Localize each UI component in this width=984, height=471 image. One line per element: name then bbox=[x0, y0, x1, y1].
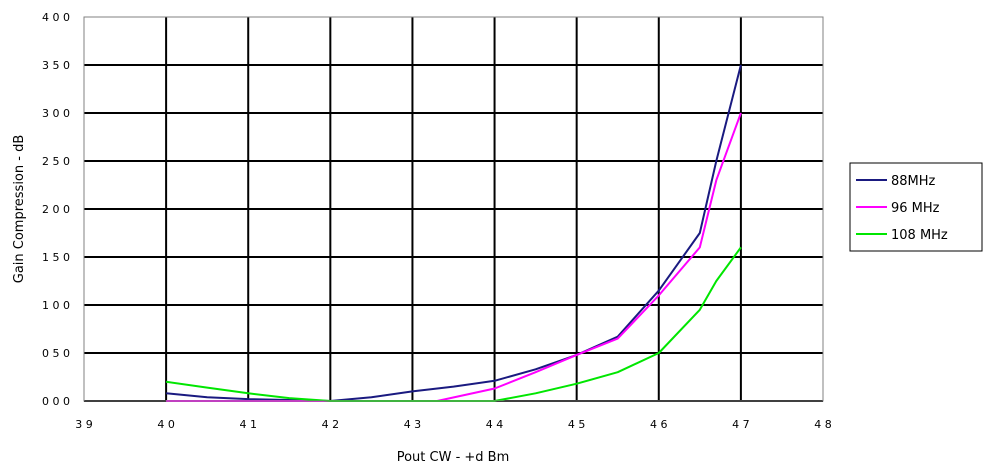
y-tick-label: 2 0 0 bbox=[42, 203, 70, 216]
series-line-108-mhz bbox=[165, 246, 742, 402]
x-tick-label: 4 6 bbox=[650, 418, 668, 431]
y-tick-label: 3 5 0 bbox=[42, 59, 70, 72]
y-tick-labels: 0 0 0 0 5 0 1 0 0 1 5 0 2 0 0 2 5 0 3 0 0 3 5 0… bbox=[42, 11, 70, 408]
y-axis-label: Gain Compression - dB bbox=[12, 135, 27, 284]
x-tick-labels: 3 9 4 0 4 1 4 2 4 3 4 4 4 5 4 6 4 7 4 8 bbox=[75, 418, 832, 431]
y-tick-label: 2 5 0 bbox=[42, 155, 70, 168]
y-tick-label: 0 5 0 bbox=[42, 347, 70, 360]
x-tick-label: 3 9 bbox=[75, 418, 93, 431]
legend: 88MHz 96 MHz 108 MHz bbox=[849, 162, 983, 252]
x-tick-label: 4 2 bbox=[322, 418, 340, 431]
grid-lines bbox=[84, 17, 823, 402]
legend-label: 88MHz bbox=[891, 174, 936, 189]
x-tick-label: 4 3 bbox=[404, 418, 422, 431]
y-tick-label: 1 5 0 bbox=[42, 251, 70, 264]
series-line-88mhz bbox=[166, 64, 742, 402]
x-tick-label: 4 0 bbox=[157, 418, 175, 431]
x-tick-label: 4 1 bbox=[239, 418, 257, 431]
plot-area-border bbox=[83, 16, 824, 402]
y-tick-label: 0 0 0 bbox=[42, 395, 70, 408]
x-tick-label: 4 5 bbox=[568, 418, 586, 431]
legend-label: 108 MHz bbox=[891, 228, 948, 243]
x-axis-label: Pout CW - +d Bm bbox=[397, 450, 510, 465]
y-tick-label: 4 0 0 bbox=[42, 11, 70, 24]
legend-items: 88MHz 96 MHz 108 MHz bbox=[856, 174, 948, 243]
y-tick-label: 3 0 0 bbox=[42, 107, 70, 120]
x-tick-label: 4 7 bbox=[732, 418, 750, 431]
legend-label: 96 MHz bbox=[891, 201, 940, 216]
x-tick-label: 4 4 bbox=[486, 418, 504, 431]
y-tick-label: 1 0 0 bbox=[42, 299, 70, 312]
x-tick-label: 4 8 bbox=[814, 418, 832, 431]
